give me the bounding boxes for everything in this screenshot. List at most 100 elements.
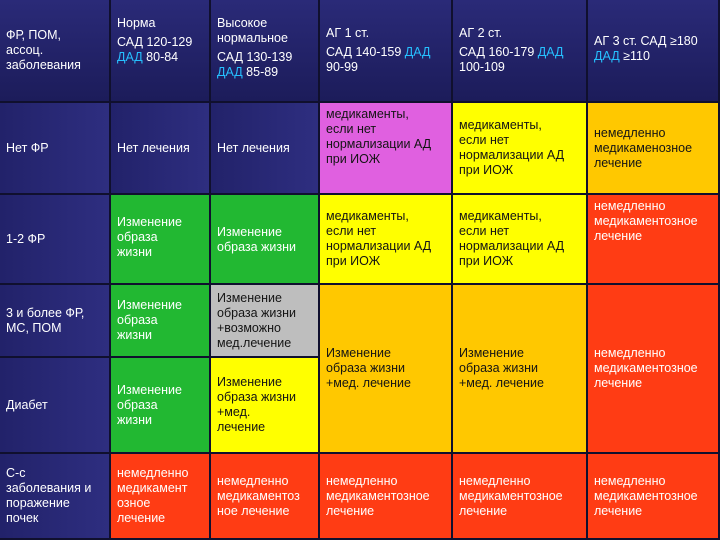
header-hn-dad: ДАД 85-89	[217, 65, 312, 80]
header-norm: Норма САД 120-129 ДАД 80-84	[111, 0, 211, 103]
header-ag3-title: АГ 3 ст. САД ≥180	[594, 34, 698, 48]
cell-line: мед.лечение	[217, 335, 292, 350]
cell-line: если нет	[326, 122, 377, 136]
header-risk-factors: ФР, ПОМ, ассоц. заболевания	[0, 0, 111, 103]
cell-no-rf-norm: Нет лечения	[111, 103, 211, 195]
header-ag1-sad: САД 140-159 ДАД	[326, 45, 445, 60]
cell-line: лечение	[326, 503, 375, 518]
row-label-no-rf: Нет ФР	[0, 103, 111, 195]
cell-1-2-rf-ag1: медикаменты, если нет нормализации АД пр…	[320, 195, 453, 285]
cell-3-rf-diabetes-ag2: Изменение образа жизни +мед. лечение	[453, 285, 588, 454]
dad-label: ДАД	[217, 65, 243, 79]
cell-line: Изменение	[459, 346, 524, 360]
header-norm-sad: САД 120-129	[117, 35, 193, 49]
cell-line: при ИОЖ	[326, 254, 381, 268]
cell-line: медикаменозное	[594, 140, 693, 155]
dad-label: ДАД	[594, 49, 620, 63]
cell-line: лечение	[594, 229, 643, 243]
row-label-text: Диабет	[6, 397, 48, 412]
cell-line: образа жизни	[217, 240, 296, 254]
cell-line: если нет	[459, 224, 510, 238]
cell-line: Изменение	[117, 298, 182, 312]
dad-label: ДАД	[537, 45, 564, 59]
cell-line: жизни	[117, 328, 152, 342]
cell-line: при ИОЖ	[459, 163, 514, 177]
cell-line: немедленно	[594, 125, 666, 140]
header-ag1-title: АГ 1 ст.	[326, 26, 370, 40]
cell-cv-norm: немедленно медикамент озное лечение	[111, 454, 211, 540]
cell-line: Изменение	[117, 215, 182, 229]
cell-no-rf-high-normal: Нет лечения	[211, 103, 320, 195]
sad-text: САД 140-159	[326, 45, 405, 59]
header-ag1-dad-value: 90-99	[326, 60, 358, 74]
cell-line: медикаментоз	[217, 488, 300, 503]
header-ag2: АГ 2 ст. САД 160-179 ДАД 100-109	[453, 0, 588, 103]
cell-line: нормализации АД	[459, 239, 565, 253]
cell-line: немедленно	[594, 346, 666, 360]
cell-line: Изменение	[217, 290, 282, 305]
row-label-line: поражение	[6, 496, 70, 510]
cell-cv-high-normal: немедленно медикаментоз ное лечение	[211, 454, 320, 540]
cell-line: Изменение	[117, 382, 182, 397]
cell-3-rf-high-normal: Изменение образа жизни +возможно мед.леч…	[211, 285, 320, 358]
row-label-line: заболевания и	[6, 481, 92, 495]
header-norm-dad: ДАД 80-84	[117, 50, 203, 65]
sad-text: САД 160-179	[459, 45, 538, 59]
cell-line: +мед. лечение	[326, 376, 411, 390]
row-label-text: 1-2 ФР	[6, 231, 46, 246]
cell-line: если нет	[326, 224, 377, 238]
row-label-cv-disease: С-с заболевания и поражение почек	[0, 454, 111, 540]
header-hn-title2: нормальное	[217, 31, 288, 45]
header-ag3-dad: ДАД ≥110	[594, 49, 712, 64]
cell-line: при ИОЖ	[326, 152, 381, 166]
row-label-line: МС, ПОМ	[6, 320, 62, 335]
cell-diabetes-high-normal: Изменение образа жизни +мед. лечение	[211, 358, 320, 454]
cell-line: +мед. лечение	[459, 376, 544, 390]
row-label-line: почек	[6, 511, 39, 525]
cell-line: Изменение	[326, 346, 391, 360]
cell-line: озное	[117, 496, 151, 510]
cell-1-2-rf-ag2: медикаменты, если нет нормализации АД пр…	[453, 195, 588, 285]
cell-line: лечение	[594, 376, 643, 390]
cell-3-rf-norm: Изменение образа жизни	[111, 285, 211, 358]
cell-line: немедленно	[459, 473, 531, 488]
cell-1-2-rf-norm: Изменение образа жизни	[111, 195, 211, 285]
cell-line: немедленно	[594, 199, 666, 213]
dad-value: ≥110	[619, 49, 650, 63]
cell-line: образа жизни	[217, 390, 296, 404]
cell-line: медикаментозное	[459, 488, 563, 503]
cell-line: образа жизни	[459, 361, 538, 375]
row-label-line: 3 и более ФР,	[6, 305, 85, 320]
dad-label: ДАД	[404, 45, 431, 59]
cell-line: лечение	[459, 503, 508, 518]
cell-1-2-rf-high-normal: Изменение образа жизни	[211, 195, 320, 285]
cell-line: ное лечение	[217, 503, 290, 518]
cell-line: образа	[117, 313, 158, 327]
cell-line: жизни	[117, 245, 152, 259]
header-hn-title1: Высокое	[217, 16, 268, 30]
cell-line: лечение	[217, 420, 266, 434]
header-high-normal: Высокое нормальное САД 130-139 ДАД 85-89	[211, 0, 320, 103]
cell-line: медикаменты,	[459, 209, 542, 223]
cell-line: немедленно	[326, 473, 398, 488]
cell-no-rf-ag1: медикаменты, если нет нормализации АД пр…	[320, 103, 453, 195]
cell-line: немедленно	[217, 473, 289, 488]
cell-no-rf-ag3: немедленно медикаменозное лечение	[588, 103, 720, 195]
cell-line: медикамент	[117, 481, 188, 495]
row-label-3-more-rf: 3 и более ФР, МС, ПОМ	[0, 285, 111, 358]
cell-line: если нет	[459, 133, 510, 147]
cell-line: медикаментозное	[326, 488, 430, 503]
row-label-diabetes: Диабет	[0, 358, 111, 454]
cell-line: +мед.	[217, 405, 251, 419]
cell-line: жизни	[117, 412, 152, 427]
cell-line: медикаментозное	[594, 214, 698, 228]
cell-diabetes-norm: Изменение образа жизни	[111, 358, 211, 454]
cell-line: лечение	[594, 503, 643, 518]
cell-1-2-rf-ag3: немедленно медикаментозное лечение	[588, 195, 720, 285]
cell-text: Нет лечения	[217, 140, 290, 155]
cell-line: +возможно	[217, 320, 281, 335]
cell-no-rf-ag2: медикаменты, если нет нормализации АД пр…	[453, 103, 588, 195]
dad-value: 85-89	[242, 65, 279, 79]
header-col0-line2: ассоц.	[6, 43, 44, 57]
